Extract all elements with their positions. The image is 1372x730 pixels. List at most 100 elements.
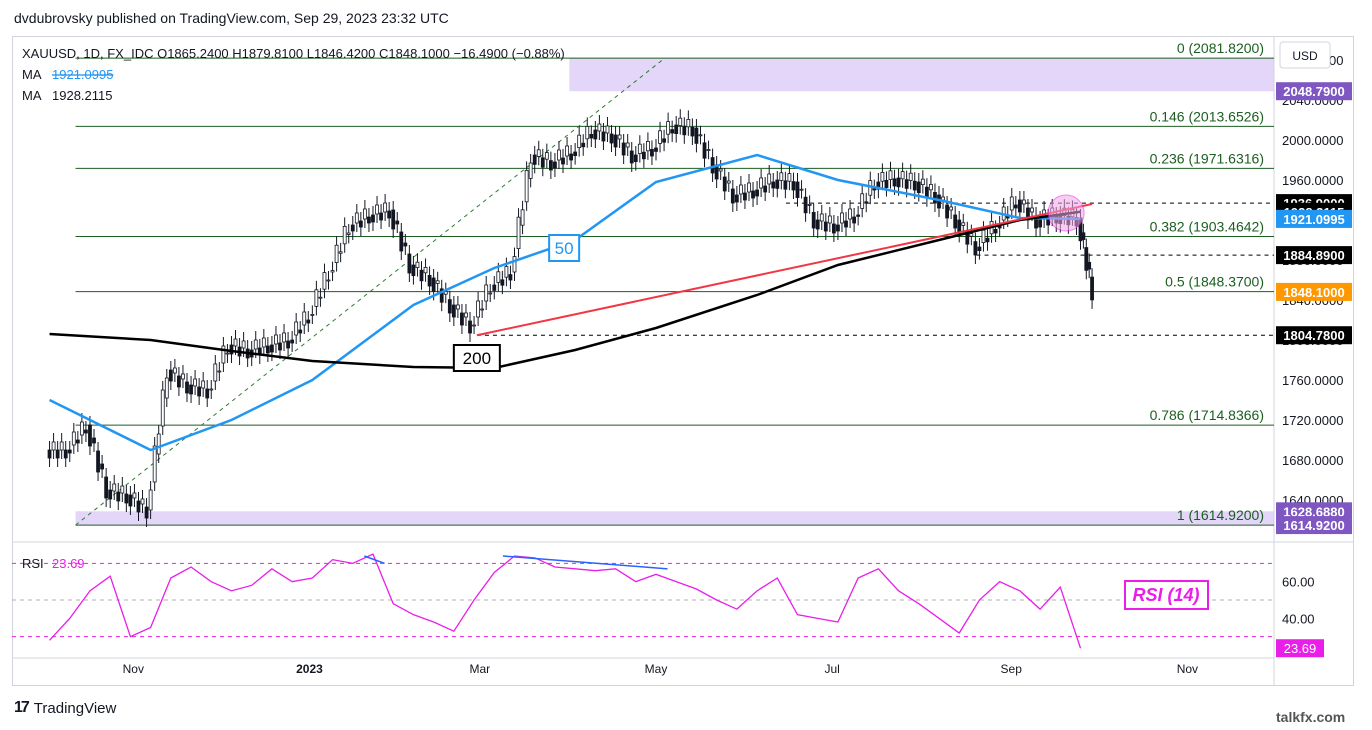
candle-body (1030, 207, 1034, 213)
candle-body (185, 381, 189, 394)
candle-body (213, 363, 218, 382)
candle-body (593, 129, 598, 140)
candle-body (540, 157, 545, 168)
candle-body (945, 204, 949, 219)
ma2-value: 1928.2115 (52, 88, 113, 103)
time-tick-label: Sep (1001, 662, 1023, 676)
candle-body (201, 380, 206, 389)
candle-body (253, 339, 258, 350)
price-tick-label: 1960.0000 (1282, 173, 1343, 188)
candle-body (933, 191, 937, 204)
candle-body (771, 181, 776, 189)
price-tick-label: 1720.0000 (1282, 413, 1343, 428)
candle-body (460, 312, 464, 326)
candle-body (702, 142, 707, 159)
candle-body (734, 194, 739, 203)
candle-body (464, 312, 468, 318)
candle-body (698, 134, 703, 137)
candle-body (92, 437, 96, 444)
currency-label: USD (1292, 49, 1318, 63)
fib-level-label: 0.382 (1903.4642) (1150, 219, 1264, 235)
rsi-tick-label: 60.00 (1282, 575, 1315, 590)
price-tick-label: 1680.0000 (1282, 453, 1343, 468)
candle-body (371, 214, 375, 223)
candle-body (136, 500, 141, 513)
candle-body (819, 213, 824, 222)
candle-body (193, 378, 197, 387)
candle-body (848, 208, 852, 220)
price-tag (1276, 82, 1352, 101)
candle-body (128, 494, 133, 507)
candle-body (100, 463, 105, 470)
candle-body (670, 129, 675, 134)
candle-body (427, 274, 432, 287)
ma2-label: MA (22, 88, 42, 103)
candle-body (383, 202, 388, 213)
candle-body (779, 172, 784, 181)
candle-body (172, 367, 177, 374)
candle-body (775, 179, 780, 189)
candle-body (617, 134, 622, 140)
candle-body (367, 216, 371, 224)
candle-body (318, 296, 323, 299)
candle-body (492, 284, 497, 291)
candle-body (156, 433, 161, 455)
candle-body (419, 269, 424, 282)
candle-body (484, 284, 489, 302)
candle-body (609, 133, 614, 144)
candle-body (334, 244, 339, 263)
candle-body (629, 150, 634, 164)
candle-body (84, 429, 88, 434)
candle-body (415, 261, 420, 269)
candle-body (177, 375, 181, 388)
price-tick-label: 2000.0000 (1282, 133, 1343, 148)
candle-body (391, 209, 396, 230)
candle-body (189, 384, 193, 395)
candle-body (520, 209, 525, 226)
candle-body (795, 181, 800, 198)
candle-body (763, 185, 768, 193)
candle-body (601, 131, 606, 142)
rising-trendline (476, 203, 1093, 337)
candle-body (197, 386, 202, 397)
candle-body (993, 228, 998, 234)
candle-body (864, 201, 869, 204)
candle-body (104, 476, 109, 499)
candle-body (407, 253, 412, 274)
candle-body (706, 149, 711, 152)
candle-body (896, 177, 901, 188)
candle-body (791, 181, 796, 191)
rsi-pane: RSI (14) (12, 553, 1274, 649)
candle-body (152, 445, 157, 483)
candle-body (577, 134, 582, 148)
candle-body (726, 180, 731, 184)
candle-body (557, 149, 561, 161)
candle-body (181, 373, 185, 380)
candle-body (435, 280, 440, 284)
ma200-line (49, 210, 1081, 370)
candle-body (912, 180, 917, 191)
ma1-label: MA (22, 67, 42, 82)
candle-body (694, 127, 699, 144)
candle-body (500, 279, 505, 286)
fib-level-label: 0.5 (1848.3700) (1165, 274, 1264, 290)
candle-body (59, 441, 64, 451)
candle-body (888, 170, 893, 181)
candle-body (468, 320, 472, 334)
candle-body (803, 196, 808, 214)
candle-body (621, 142, 626, 156)
symbol-ohlc: XAUUSD, 1D, FX_IDC O1865.2400 H1879.8100… (22, 46, 565, 61)
rsi-legend-label: RSI (22, 556, 44, 571)
candle-body (544, 152, 549, 160)
rsi-divergence-line (364, 555, 385, 565)
candle-body (953, 214, 958, 229)
candle-body (823, 221, 828, 232)
candle-body (884, 179, 889, 188)
fib-zone (75, 511, 1274, 526)
candle-body (439, 288, 444, 303)
candle-body (447, 299, 452, 314)
candle-body (904, 179, 909, 189)
tradingview-logo[interactable]: 17 TradingView (14, 699, 116, 717)
candle-body (548, 160, 553, 171)
